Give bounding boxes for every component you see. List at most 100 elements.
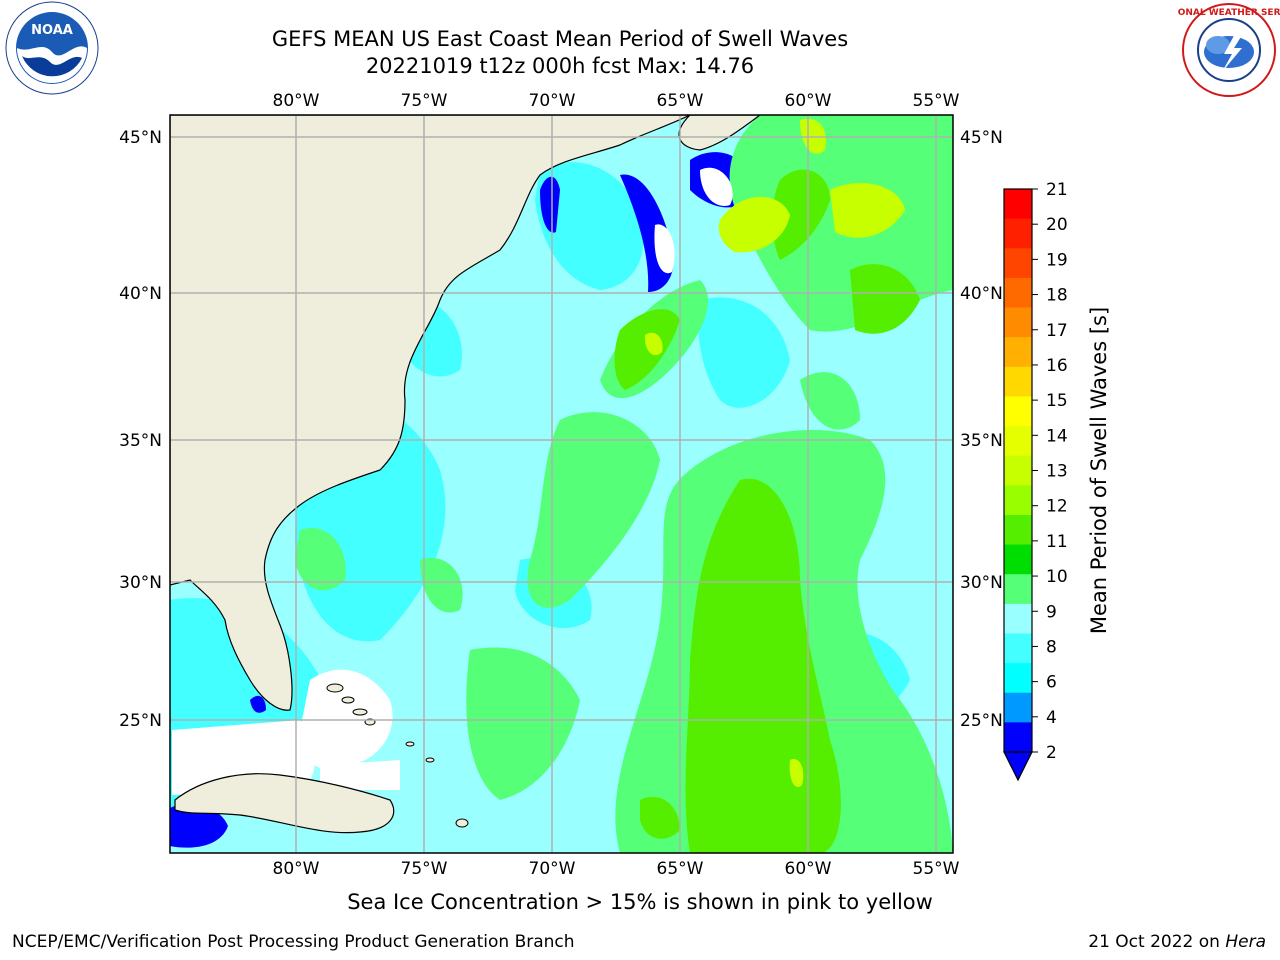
noaa-logo-text: NOAA: [31, 23, 73, 38]
footer-date-text: 21 Oct 2022 on: [1088, 932, 1226, 952]
colorbar-label: Mean Period of Swell Waves [s]: [1087, 307, 1111, 634]
latitude-label-left: 30°N: [119, 573, 162, 593]
longitude-label-bottom: 55°W: [913, 859, 960, 879]
island: [341, 696, 355, 704]
swell-lime-patch: [640, 796, 680, 839]
colorbar-swatch: [1004, 514, 1032, 546]
colorbar: 21 20 19 18 17 16 15 14 13 12 11 10 9 8 6 4 2 Mean Period…: [1003, 180, 1111, 782]
longitude-label-bottom: 80°W: [273, 859, 320, 879]
colorbar-swatch: [1004, 603, 1032, 634]
map-panel: 80°W 80°W 75°W 75°W 70°W 70°W 65°W 65°W 60°W 60°W…: [119, 91, 1003, 879]
colorbar-swatch: [1004, 633, 1032, 664]
swell-green-patch: [420, 558, 463, 613]
colorbar-swatch: [1004, 663, 1032, 694]
colorbar-tick-label: 10: [1046, 567, 1068, 587]
colorbar-swatch: [1004, 218, 1032, 249]
longitude-label-bottom: 70°W: [529, 859, 576, 879]
footer-date: 21 Oct 2022 on Hera: [1088, 932, 1266, 952]
latitude-label-right: 25°N: [960, 711, 1003, 731]
swell-blue-patch: [250, 695, 266, 713]
colorbar-tick-label: 18: [1046, 286, 1068, 306]
swell-green-patch: [800, 372, 860, 430]
no-data-area: [654, 224, 675, 274]
swell-blue-patch: [540, 176, 560, 233]
chart-subtitle: 20221019 t12z 000h fcst Max: 14.76: [365, 54, 755, 78]
colorbar-tick-label: 9: [1046, 602, 1057, 622]
swell-lime-patch: [772, 169, 830, 260]
colorbar-swatch: [1004, 337, 1032, 368]
colorbar-swatch: [1004, 485, 1032, 516]
latitude-label-left: 35°N: [119, 431, 162, 451]
island: [405, 741, 415, 747]
colorbar-tick-label: 11: [1046, 532, 1068, 552]
no-data-area: [320, 760, 400, 790]
noaa-logo-icon: NOAA: [5, 1, 99, 95]
colorbar-tick-label: 19: [1046, 250, 1068, 270]
colorbar-tick-label: 8: [1046, 637, 1057, 657]
colorbar-tick-label: 6: [1046, 673, 1057, 693]
island: [455, 818, 469, 828]
land-mass: [170, 115, 691, 711]
island: [326, 683, 344, 693]
longitude-label-top: 75°W: [401, 91, 448, 111]
island: [352, 708, 368, 716]
sea-ice-note: Sea Ice Concentration > 15% is shown in …: [347, 890, 933, 914]
colorbar-swatch: [1004, 366, 1032, 397]
colorbar-tick-label: 4: [1046, 708, 1057, 728]
colorbar-tick-label: 21: [1046, 180, 1068, 200]
longitude-label-top: 65°W: [657, 91, 704, 111]
swell-cyan-patch: [535, 162, 644, 290]
longitude-label-top: 60°W: [785, 91, 832, 111]
colorbar-tick-label: 2: [1046, 743, 1057, 763]
swell-green-patch: [527, 412, 660, 608]
swell-lime-patch: [850, 264, 920, 334]
colorbar-tick-label: 14: [1046, 426, 1068, 446]
swell-blue-patch: [170, 803, 228, 848]
colorbar-swatch: [1004, 455, 1032, 486]
swell-yellowgreen-patch: [789, 759, 804, 788]
swell-yellowgreen-patch: [644, 332, 663, 356]
map-frame: [169, 114, 954, 854]
swell-yellowgreen-patch: [830, 182, 905, 238]
latitude-label-right: 40°N: [960, 284, 1003, 304]
longitude-label-bottom: 65°W: [657, 859, 704, 879]
swell-lime-patch: [614, 309, 680, 390]
swell-lime-patch: [685, 478, 841, 853]
longitude-label-top: 80°W: [273, 91, 320, 111]
footer-host: Hera: [1225, 932, 1266, 952]
colorbar-swatch: [1004, 396, 1032, 427]
swell-green-patch: [295, 528, 346, 591]
nws-logo-text: NATIONAL WEATHER SERVICE: [1178, 8, 1280, 18]
colorbar-extend-arrow: [1003, 751, 1033, 782]
longitude-label-top: 55°W: [913, 91, 960, 111]
colorbar-tick-label: 12: [1046, 497, 1068, 517]
chart-title: GEFS MEAN US East Coast Mean Period of S…: [271, 27, 849, 51]
longitude-label-bottom: 60°W: [785, 859, 832, 879]
no-data-area: [700, 167, 733, 206]
colorbar-swatch: [1004, 692, 1032, 723]
colorbar-tick-label: 16: [1046, 356, 1068, 376]
latitude-label-left: 45°N: [119, 128, 162, 148]
colorbar-tick-label: 20: [1046, 215, 1068, 235]
colorbar-swatch: [1004, 307, 1032, 338]
colorbar-tick-label: 17: [1046, 321, 1068, 341]
colorbar-swatch: [1004, 248, 1032, 279]
swell-yellowgreen-patch: [718, 196, 790, 253]
colorbar-swatch: [1004, 277, 1032, 309]
colorbar-tick-label: 13: [1046, 462, 1068, 482]
land-mass: [174, 773, 395, 834]
footer-credit: NCEP/EMC/Verification Post Processing Pr…: [12, 932, 575, 952]
latitude-label-left: 25°N: [119, 711, 162, 731]
colorbar-tick-label: 15: [1046, 391, 1068, 411]
latitude-label-left: 40°N: [119, 284, 162, 304]
longitude-label-top: 70°W: [529, 91, 576, 111]
swell-cyan-patch: [698, 297, 790, 408]
colorbar-swatch: [1004, 544, 1032, 575]
nws-logo-icon: NATIONAL WEATHER SERVICE: [1178, 3, 1280, 97]
longitude-label-bottom: 75°W: [401, 859, 448, 879]
colorbar-swatch: [1004, 722, 1032, 753]
colorbar-swatch: [1004, 574, 1032, 605]
latitude-label-right: 45°N: [960, 128, 1003, 148]
latitude-label-right: 30°N: [960, 573, 1003, 593]
